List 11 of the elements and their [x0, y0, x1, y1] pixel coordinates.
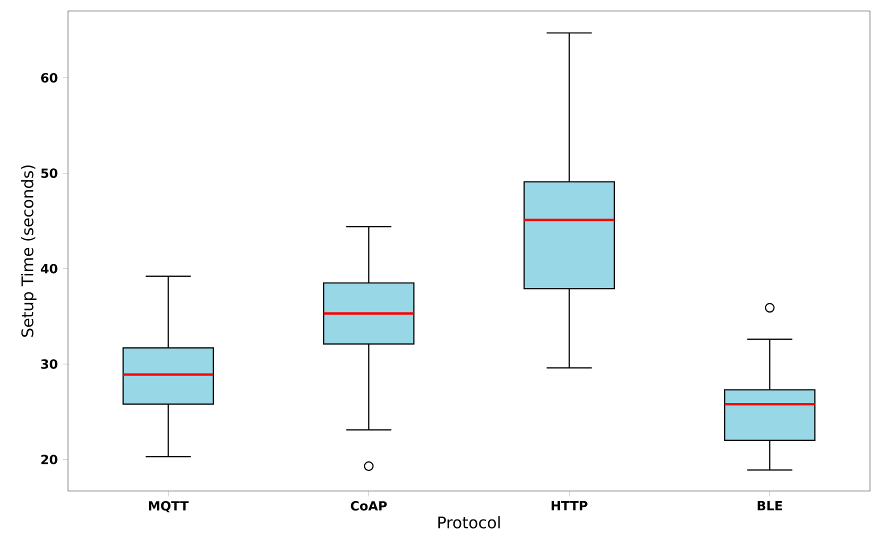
y-tick-label: 30 [41, 359, 58, 369]
y-tick-label: 50 [41, 168, 58, 178]
x-tick-label: MQTT [148, 501, 189, 512]
y-tick-label: 20 [41, 454, 58, 464]
x-tick-label: HTTP [552, 501, 588, 510]
y-tick-label: 40 [40, 264, 58, 274]
x-tick-label: BLE [758, 501, 782, 510]
y-axis-title: Setup Time (seconds) [21, 165, 37, 337]
y-tick-label: 60 [41, 72, 58, 83]
x-tick-label: CoAP [350, 501, 387, 511]
x-axis-title: Protocol [438, 516, 500, 528]
